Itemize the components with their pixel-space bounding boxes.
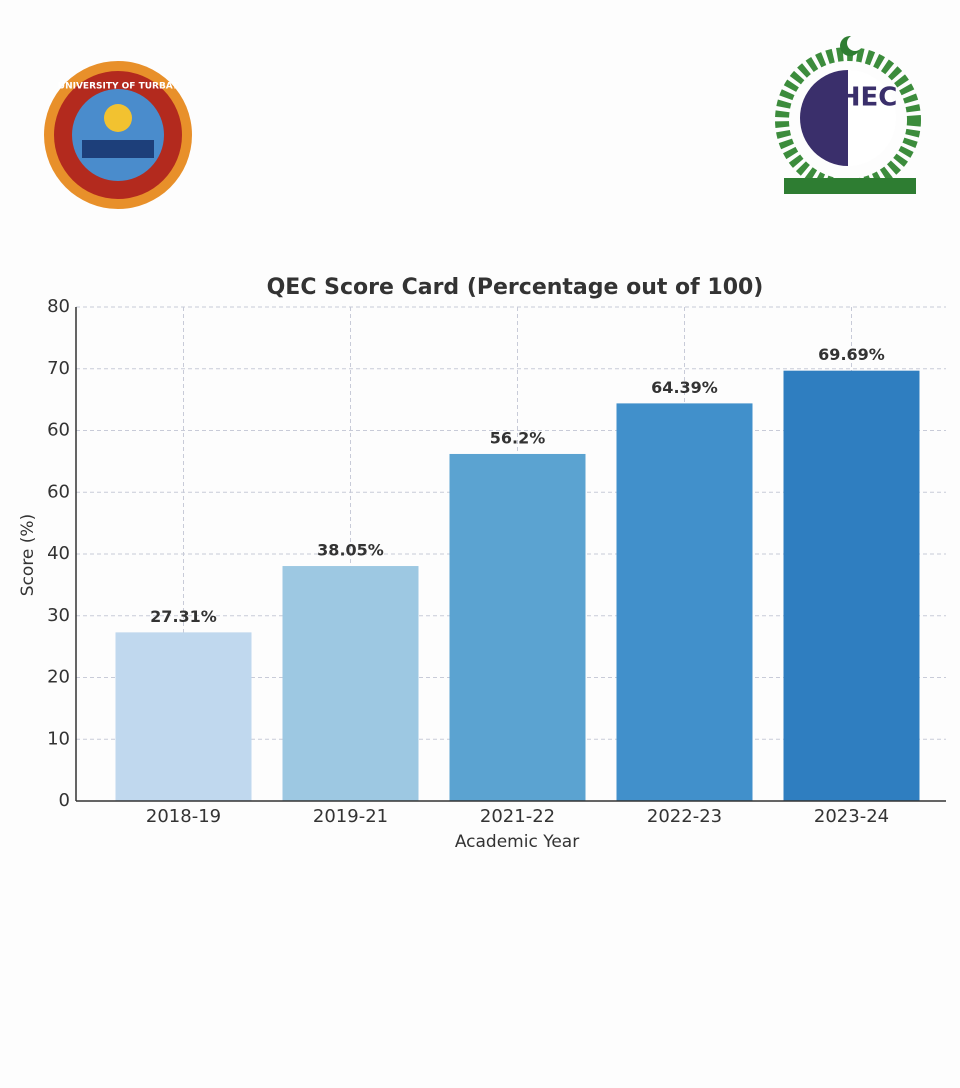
value-label: 64.39%	[651, 378, 718, 397]
chart-title: QEC Score Card (Percentage out of 100)	[267, 275, 764, 300]
y-tick-label: 60	[47, 481, 70, 502]
value-label: 27.31%	[150, 607, 217, 626]
logo-sun	[104, 104, 132, 132]
y-tick-label: 30	[47, 605, 70, 626]
y-tick-label: 20	[47, 667, 70, 688]
x-axis-label: Academic Year	[455, 832, 579, 852]
value-label: 38.05%	[317, 541, 384, 560]
x-tick-label: 2021-22	[480, 806, 555, 827]
y-axis-label: Score (%)	[18, 514, 38, 596]
bar	[449, 453, 586, 801]
x-tick-label: 2022-23	[647, 806, 722, 827]
logo-inner	[72, 89, 164, 181]
x-tick-label: 2018-19	[146, 806, 221, 827]
y-tick-label: 70	[47, 358, 70, 379]
x-tick-label: 2023-24	[814, 806, 889, 827]
logo-ribbon	[784, 178, 916, 194]
y-tick-label: 0	[59, 790, 70, 811]
right-logo: HEC	[775, 35, 921, 194]
logo-half	[800, 70, 848, 166]
y-tick-label: 60	[47, 420, 70, 441]
y-tick-label: 10	[47, 728, 70, 749]
bar	[115, 632, 252, 801]
y-tick-label: 40	[47, 543, 70, 564]
logo-base	[82, 140, 154, 158]
bar	[282, 566, 419, 801]
value-label: 56.2%	[490, 428, 546, 447]
x-tick-label: 2019-21	[313, 806, 388, 827]
logo-text: UNIVERSITY OF TURBAT	[58, 82, 179, 92]
left-logo: UNIVERSITY OF TURBAT	[44, 61, 192, 209]
value-label: 69.69%	[818, 345, 885, 364]
logo-crescent-cut	[847, 35, 863, 51]
bar	[783, 370, 920, 801]
bar	[616, 403, 753, 801]
y-tick-label: 80	[47, 296, 70, 317]
logo-text: HEC	[839, 83, 898, 113]
